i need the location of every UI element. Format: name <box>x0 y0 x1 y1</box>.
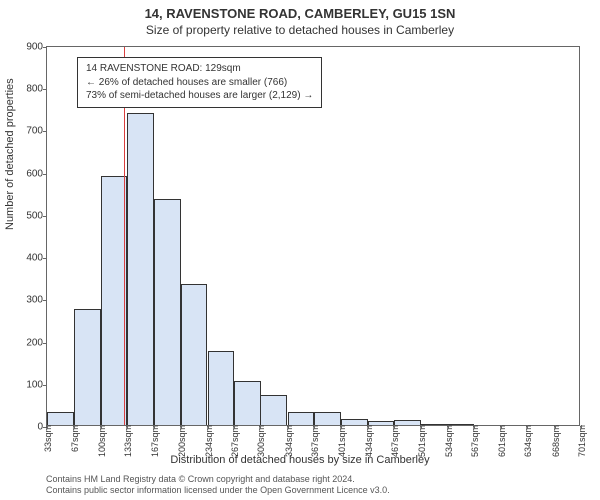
histogram-bar <box>448 424 475 425</box>
histogram-bar <box>368 421 395 425</box>
histogram-bar <box>181 284 208 425</box>
x-tick-label: 234sqm <box>202 425 214 457</box>
x-tick-label: 467sqm <box>388 425 400 457</box>
x-tick-mark <box>127 425 128 429</box>
x-tick-mark <box>288 425 289 429</box>
x-tick-mark <box>47 425 48 429</box>
footer: Contains HM Land Registry data © Crown c… <box>46 474 590 496</box>
y-tick-mark <box>43 174 47 175</box>
info-box-line1: 14 RAVENSTONE ROAD: 129sqm <box>86 62 313 76</box>
y-tick-mark <box>43 47 47 48</box>
histogram-bar <box>154 199 181 425</box>
x-tick-mark <box>394 425 395 429</box>
y-tick-mark <box>43 343 47 344</box>
x-tick-label: 367sqm <box>308 425 320 457</box>
x-tick-label: 434sqm <box>362 425 374 457</box>
footer-line2: Contains public sector information licen… <box>46 485 590 496</box>
x-tick-label: 67sqm <box>68 425 80 452</box>
x-tick-label: 668sqm <box>549 425 561 457</box>
x-tick-label: 300sqm <box>254 425 266 457</box>
x-tick-mark <box>368 425 369 429</box>
x-tick-label: 634sqm <box>521 425 533 457</box>
histogram-bar <box>341 419 368 425</box>
x-tick-label: 601sqm <box>495 425 507 457</box>
x-tick-mark <box>101 425 102 429</box>
histogram-chart: 010020030040050060070080090033sqm67sqm10… <box>46 46 580 426</box>
page-title: 14, RAVENSTONE ROAD, CAMBERLEY, GU15 1SN <box>0 0 600 21</box>
x-tick-mark <box>527 425 528 429</box>
x-tick-mark <box>474 425 475 429</box>
x-tick-mark <box>260 425 261 429</box>
x-tick-label: 100sqm <box>95 425 107 457</box>
page-subtitle: Size of property relative to detached ho… <box>0 21 600 41</box>
y-tick-mark <box>43 258 47 259</box>
x-tick-mark <box>74 425 75 429</box>
info-box-line2: ← 26% of detached houses are smaller (76… <box>86 76 313 90</box>
x-tick-label: 701sqm <box>575 425 587 457</box>
y-tick-mark <box>43 300 47 301</box>
x-tick-label: 267sqm <box>228 425 240 457</box>
x-tick-label: 567sqm <box>468 425 480 457</box>
x-tick-mark <box>448 425 449 429</box>
x-tick-label: 167sqm <box>148 425 160 457</box>
x-tick-label: 133sqm <box>121 425 133 457</box>
histogram-bar <box>74 309 101 425</box>
x-tick-mark <box>581 425 582 429</box>
histogram-bar <box>288 412 315 425</box>
x-tick-mark <box>234 425 235 429</box>
x-tick-mark <box>208 425 209 429</box>
y-axis-label: Number of detached properties <box>4 78 16 230</box>
footer-line1: Contains HM Land Registry data © Crown c… <box>46 474 590 485</box>
histogram-bar <box>208 351 235 425</box>
x-tick-label: 33sqm <box>41 425 53 452</box>
x-tick-mark <box>421 425 422 429</box>
y-tick-mark <box>43 89 47 90</box>
histogram-bar <box>314 412 341 425</box>
x-tick-label: 534sqm <box>442 425 454 457</box>
histogram-bar <box>234 381 261 425</box>
x-tick-label: 501sqm <box>415 425 427 457</box>
y-tick-mark <box>43 216 47 217</box>
x-axis-label: Distribution of detached houses by size … <box>0 454 600 466</box>
x-tick-mark <box>314 425 315 429</box>
x-tick-label: 334sqm <box>282 425 294 457</box>
x-tick-mark <box>154 425 155 429</box>
x-tick-mark <box>555 425 556 429</box>
histogram-bar <box>127 113 154 425</box>
x-tick-label: 401sqm <box>335 425 347 457</box>
info-box: 14 RAVENSTONE ROAD: 129sqm ← 26% of deta… <box>77 57 322 108</box>
x-tick-mark <box>341 425 342 429</box>
y-tick-mark <box>43 131 47 132</box>
histogram-bar <box>394 420 421 425</box>
info-box-line3: 73% of semi-detached houses are larger (… <box>86 89 313 103</box>
histogram-bar <box>421 424 448 425</box>
histogram-bar <box>47 412 74 425</box>
y-tick-mark <box>43 385 47 386</box>
x-tick-mark <box>181 425 182 429</box>
x-tick-mark <box>501 425 502 429</box>
histogram-bar <box>260 395 287 425</box>
x-tick-label: 200sqm <box>175 425 187 457</box>
